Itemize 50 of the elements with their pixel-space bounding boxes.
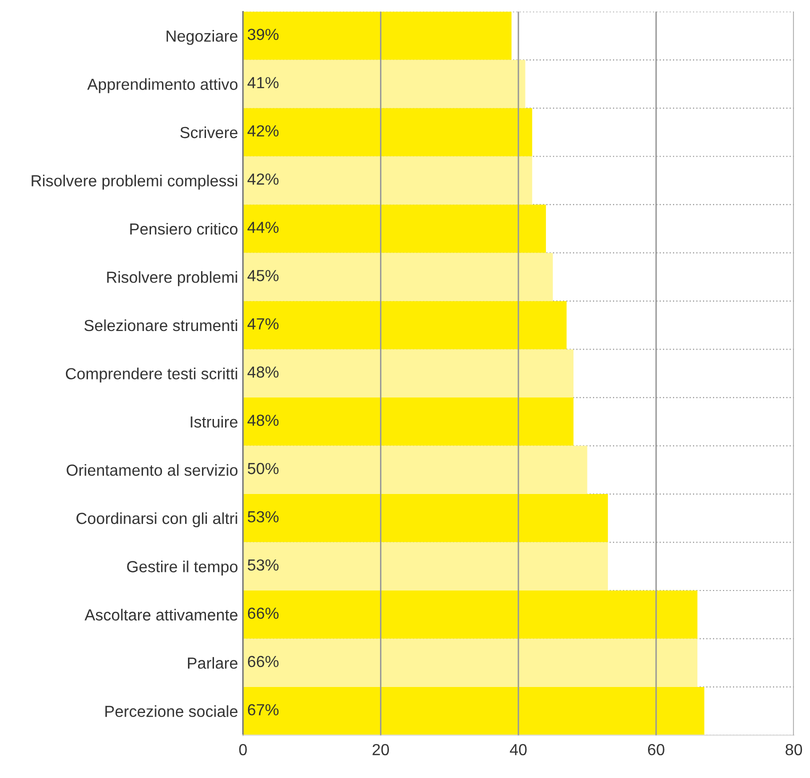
bar	[243, 12, 512, 60]
data-label: 53%	[248, 559, 279, 571]
data-label: 42%	[248, 173, 279, 185]
y-tick-label: Gestire il tempo	[127, 560, 238, 576]
y-tick-label: Percezione sociale	[105, 705, 238, 718]
y-tick-label: Ascoltare attivamente	[84, 608, 238, 621]
bar	[243, 252, 553, 302]
bar	[243, 108, 532, 156]
data-label: 53%	[248, 511, 279, 522]
x-tick-label: 80	[786, 744, 802, 756]
bar	[243, 542, 608, 590]
data-label: 66%	[248, 608, 279, 619]
data-label: 67%	[248, 704, 279, 716]
bar	[243, 204, 546, 253]
y-tick-label: Parlare	[188, 657, 238, 669]
bar	[243, 349, 574, 398]
x-tick-label: 40	[510, 744, 527, 756]
y-tick-label: Apprendimento attivo	[87, 78, 238, 94]
bar	[243, 446, 588, 494]
data-label: 42%	[248, 125, 279, 136]
data-label: 48%	[248, 414, 279, 426]
y-tick-label: Pensiero critico	[130, 222, 238, 235]
bar	[243, 638, 698, 687]
data-label: 45%	[248, 270, 279, 282]
x-tick-label: 20	[372, 744, 389, 756]
x-tick-label: 60	[648, 744, 664, 756]
y-tick-label: Orientamento al servizio	[66, 464, 238, 476]
data-label: 44%	[248, 222, 279, 233]
data-label: 48%	[248, 366, 279, 378]
bar	[243, 60, 526, 108]
bar	[243, 398, 574, 446]
y-tick-label: Istruire	[190, 416, 238, 428]
y-tick-label: Negoziare	[166, 30, 238, 45]
y-tick-label: Risolvere problemi	[107, 271, 238, 286]
bar	[243, 686, 704, 736]
bar	[243, 590, 698, 639]
bar	[243, 301, 567, 350]
y-tick-label: Risolvere problemi complessi	[32, 174, 238, 190]
y-tick-label: Comprendere testi scritti	[66, 368, 238, 383]
y-tick-label: Selezionare strumenti	[84, 319, 238, 332]
data-label: 50%	[248, 462, 279, 474]
data-label: 66%	[248, 656, 279, 668]
data-label: 39%	[248, 28, 279, 40]
y-tick-label: Coordinarsi con gli altri	[76, 512, 238, 528]
data-label: 41%	[248, 77, 279, 88]
y-tick-label: Scrivere	[180, 126, 238, 138]
x-tick-label: 0	[239, 744, 247, 756]
data-label: 47%	[248, 318, 279, 330]
bar	[243, 494, 608, 542]
bar	[243, 156, 532, 205]
